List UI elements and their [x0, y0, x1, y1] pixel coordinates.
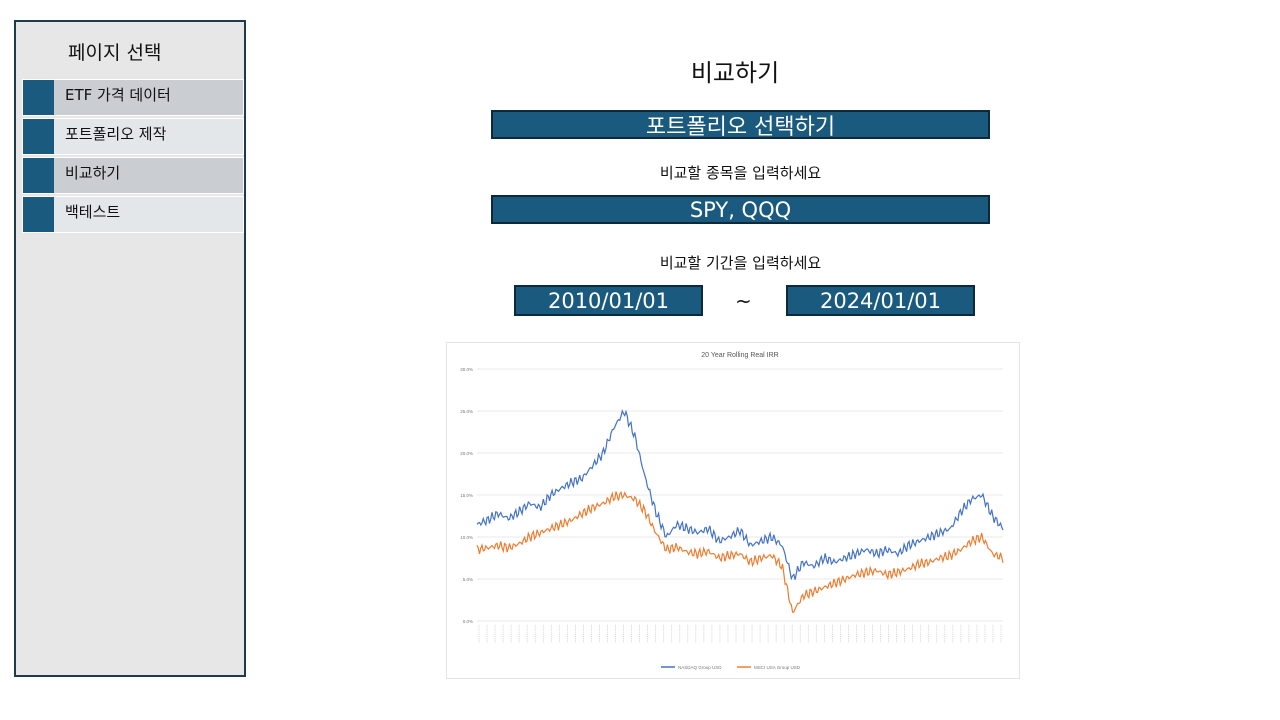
sidebar-item-portfolio-create[interactable]: 포트폴리오 제작 [22, 118, 244, 155]
chart-image: 20 Year Rolling Real IRR 30.0% 25.0% 20.0% 1… [446, 342, 1020, 679]
nav-marker [23, 158, 54, 193]
ticker-input[interactable]: SPY, QQQ [491, 195, 990, 224]
y-tick-label: 10.0% [460, 535, 473, 540]
ticker-prompt: 비교할 종목을 입력하세요 [659, 164, 822, 182]
sidebar-nav: ETF 가격 데이터 포트폴리오 제작 비교하기 백테스트 [22, 79, 244, 235]
y-tick-label: 30.0% [460, 367, 473, 372]
period-separator: ~ [735, 289, 752, 313]
end-date-input[interactable]: 2024/01/01 [786, 285, 975, 316]
sidebar-item-label: 비교하기 [65, 164, 121, 182]
sidebar-item-label: ETF 가격 데이터 [65, 86, 171, 104]
series-line-msci-usa [476, 490, 1004, 613]
nav-marker [23, 197, 54, 232]
y-tick-label: 15.0% [460, 493, 473, 498]
page-title: 비교하기 [690, 59, 780, 87]
y-tick-label: 5.0% [463, 577, 473, 582]
sidebar-item-label: 백테스트 [65, 203, 121, 221]
period-prompt: 비교할 기간을 입력하세요 [659, 254, 822, 272]
legend-entry: MSCI USA Group USD [754, 665, 801, 670]
sidebar-item-compare[interactable]: 비교하기 [22, 157, 244, 194]
sidebar-title: 페이지 선택 [68, 42, 162, 64]
start-date-input[interactable]: 2010/01/01 [514, 285, 703, 316]
chart-title: 20 Year Rolling Real IRR [701, 352, 778, 359]
sidebar: 페이지 선택 ETF 가격 데이터 포트폴리오 제작 비교하기 백테스트 [14, 20, 246, 677]
series-line-nasdaq [476, 409, 1004, 581]
portfolio-select-button[interactable]: 포트폴리오 선택하기 [491, 110, 990, 140]
sidebar-item-backtest[interactable]: 백테스트 [22, 196, 244, 233]
y-tick-label: 25.0% [460, 409, 473, 414]
nav-marker [23, 119, 54, 154]
line-chart: 20 Year Rolling Real IRR 30.0% 25.0% 20.0% 1… [460, 352, 1004, 670]
y-tick-label: 0.0% [463, 619, 473, 624]
legend-entry: NASDAQ Group USD [678, 665, 722, 670]
y-tick-label: 20.0% [460, 451, 473, 456]
sidebar-item-label: 포트폴리오 제작 [65, 125, 167, 143]
nav-marker [23, 80, 54, 115]
sidebar-item-etf-price-data[interactable]: ETF 가격 데이터 [22, 79, 244, 116]
